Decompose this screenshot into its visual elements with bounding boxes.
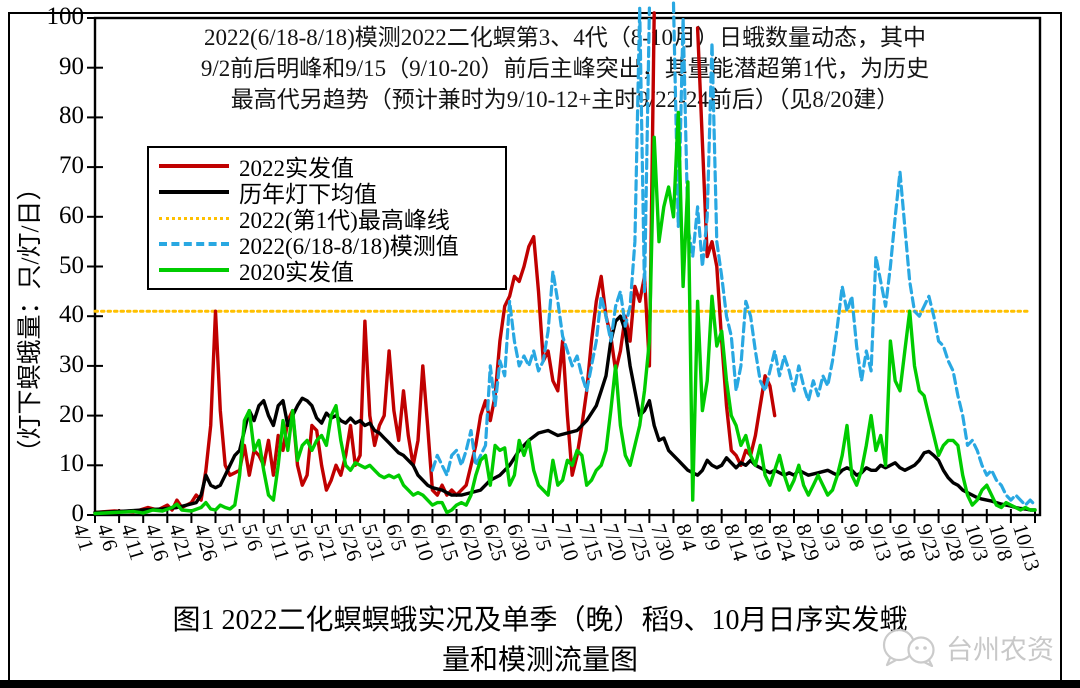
annotation-line-1: 2022(6/18-8/18)模测2022二化螟第3、4代（8-10月）日蛾数量… — [204, 25, 926, 50]
legend-label: 2020实发值 — [239, 260, 354, 285]
annotation-line-3: 最高代另趋势（预计兼时为9/10-12+主时9/22-24前后）（见8/20建） — [230, 87, 900, 112]
legend-line-sample-red — [159, 164, 229, 168]
legend-line-sample-black — [159, 190, 229, 194]
y-tick-label: 30 — [59, 350, 84, 378]
y-tick-label: 60 — [59, 201, 84, 229]
chat-bubbles-logo-icon — [882, 628, 935, 667]
y-tick-label: 40 — [59, 301, 84, 329]
bottom-black-bar — [0, 680, 1080, 688]
watermark-text: 台州农资 — [946, 634, 1054, 665]
figure-caption: 图1 2022二化螟螟蛾实况及单季（晚）稻9、10月日序实发蛾 量和模测流量图 — [0, 601, 1080, 681]
watermark: 台州农资 — [880, 627, 1054, 667]
legend-line-sample-blue-dashed — [159, 242, 229, 246]
y-tick-label: 50 — [59, 251, 84, 279]
y-tick-label: 70 — [59, 152, 84, 180]
caption-line-2: 量和模测流量图 — [441, 645, 638, 676]
legend-line-sample-green — [159, 268, 229, 272]
y-tick-label: 0 — [71, 500, 85, 527]
y-tick-label: 100 — [46, 3, 85, 30]
caption-line-1: 图1 2022二化螟螟蛾实况及单季（晚）稻9、10月日序实发蛾 — [172, 605, 908, 636]
chart-annotation: 2022(6/18-8/18)模测2022二化螟第3、4代（8-10月）日蛾数量… — [90, 22, 1040, 115]
y-tick-label: 90 — [59, 52, 84, 80]
y-tick-label: 20 — [59, 400, 84, 428]
y-tick-label: 10 — [59, 450, 84, 478]
annotation-line-2: 9/2前后明峰和9/15（9/10-20）前后主峰突出，其量能潜超第1代，为历史 — [200, 56, 930, 81]
y-tick-label: 80 — [59, 102, 84, 130]
chart-legend: 2022实发值 历年灯下均值 2022(第1代)最高峰线 2022(6/18-8… — [147, 146, 507, 290]
legend-line-sample-orange-dotted — [159, 216, 229, 220]
